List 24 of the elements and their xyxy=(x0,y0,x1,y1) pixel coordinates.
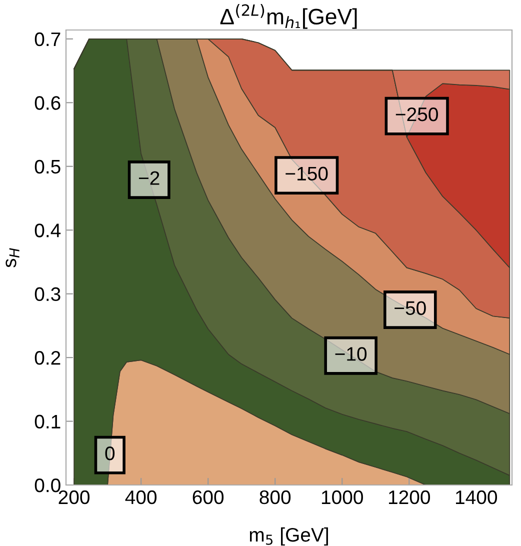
y-tick-label: 0.2 xyxy=(34,351,60,365)
x-axis-title: m$_{5}$ [GeV] xyxy=(250,527,328,546)
y-tick-label: 0.6 xyxy=(34,96,60,110)
x-tick-label: 800 xyxy=(260,490,291,504)
annotation: 0 xyxy=(105,446,115,460)
x-tick-label: 1200 xyxy=(388,490,430,504)
y-tick-label: 0.7 xyxy=(34,32,60,46)
x-tick-label: 600 xyxy=(192,490,224,504)
y-tick-label: 0.5 xyxy=(34,160,60,174)
y-tick-label: 0.1 xyxy=(34,414,60,429)
y-tick-label: 0.3 xyxy=(34,287,60,302)
x-tick-label: 1400 xyxy=(456,490,498,504)
y-axis-title: s$_{H}$ xyxy=(6,248,20,268)
annotation: −50 xyxy=(394,301,426,315)
y-tick-label: 0.0 xyxy=(34,478,60,492)
y-tick-label: 0.4 xyxy=(34,224,61,238)
x-tick-label: 400 xyxy=(125,490,157,504)
annotation: −2 xyxy=(138,171,160,185)
x-tick-label: 1000 xyxy=(322,490,363,504)
annotation: −10 xyxy=(335,347,367,361)
x-tick-label: 200 xyxy=(58,490,90,504)
annotation: −250 xyxy=(396,107,438,122)
annotation: −150 xyxy=(286,166,328,181)
chart-title: Δ$^{(2L)}$m$_{h₁}$[GeV] xyxy=(220,4,357,29)
